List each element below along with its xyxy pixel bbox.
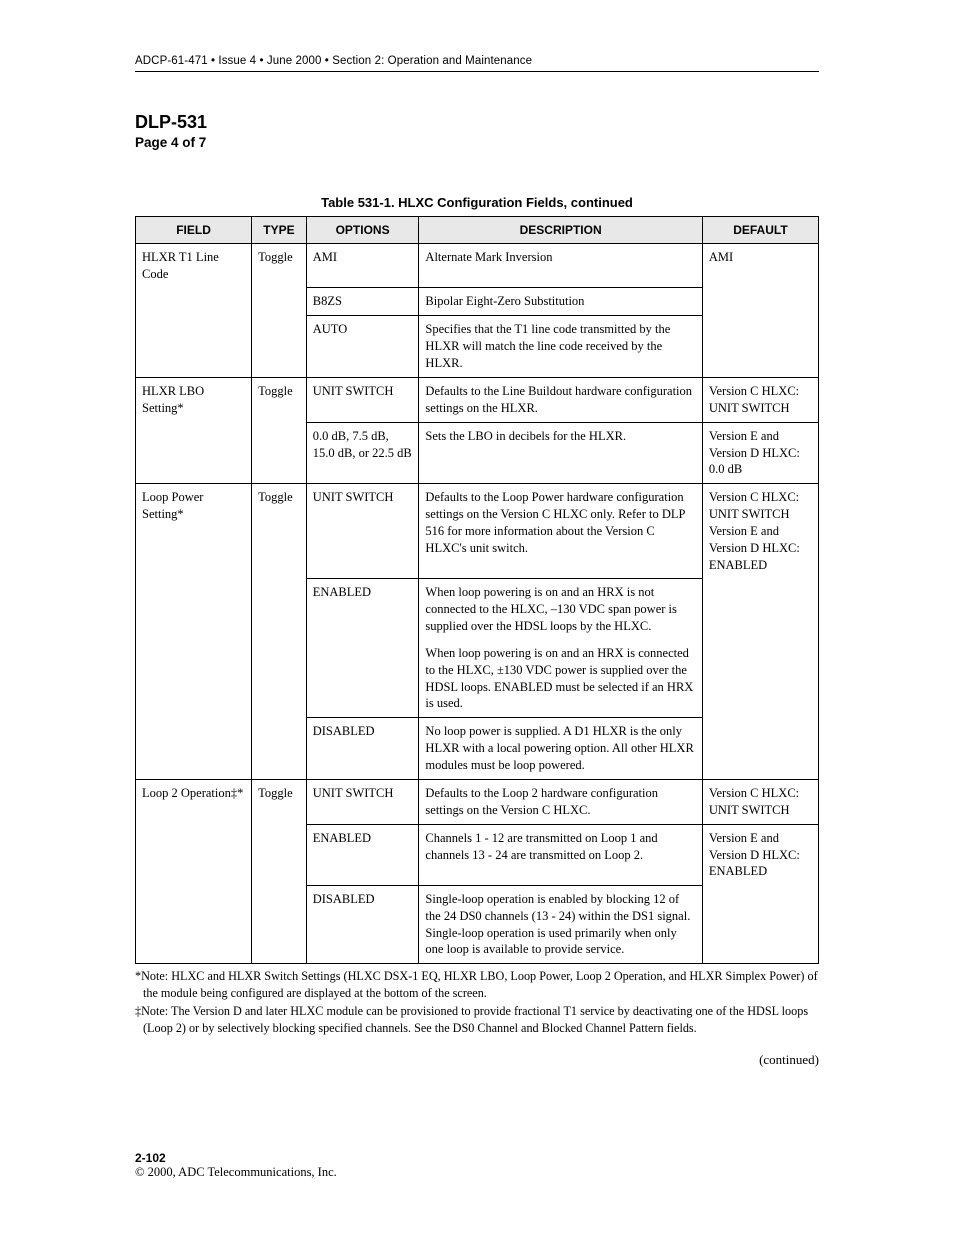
cell-option: DISABLED	[306, 718, 419, 780]
cell-desc: Bipolar Eight-Zero Substitution	[419, 288, 702, 316]
col-field: FIELD	[136, 217, 252, 244]
cell-option: 0.0 dB, 7.5 dB, 15.0 dB, or 22.5 dB	[306, 422, 419, 484]
cell-empty	[136, 288, 252, 316]
cell-option: DISABLED	[306, 885, 419, 964]
cell-empty	[702, 885, 818, 964]
table-row: HLXR T1 Line Code Toggle AMI Alternate M…	[136, 244, 819, 288]
col-default: DEFAULT	[702, 217, 818, 244]
cell-empty	[136, 422, 252, 484]
cell-empty	[136, 316, 252, 378]
desc-para: When loop powering is on and an HRX is c…	[425, 645, 695, 713]
notes: *Note: HLXC and HLXR Switch Settings (HL…	[135, 968, 819, 1036]
cell-desc: Defaults to the Loop Power hardware conf…	[419, 484, 702, 579]
table-caption: Table 531-1. HLXC Configuration Fields, …	[135, 195, 819, 210]
cell-field: HLXR T1 Line Code	[136, 244, 252, 288]
cell-option: ENABLED	[306, 579, 419, 718]
config-table: FIELD TYPE OPTIONS DESCRIPTION DEFAULT H…	[135, 216, 819, 964]
table-row: HLXR LBO Setting* Toggle UNIT SWITCH Def…	[136, 377, 819, 422]
cell-empty	[252, 422, 307, 484]
cell-desc: Specifies that the T1 line code transmit…	[419, 316, 702, 378]
doc-title: DLP-531	[135, 112, 819, 133]
cell-empty	[252, 824, 307, 885]
cell-option: AUTO	[306, 316, 419, 378]
cell-option: UNIT SWITCH	[306, 377, 419, 422]
cell-empty	[252, 718, 307, 780]
page: ADCP-61-471 • Issue 4 • June 2000 • Sect…	[0, 0, 954, 1235]
cell-option: UNIT SWITCH	[306, 484, 419, 579]
note-dagger: ‡Note: The Version D and later HLXC modu…	[143, 1003, 819, 1036]
footer-page-number: 2-102	[135, 1151, 337, 1165]
cell-default: Version C HLXC: UNIT SWITCH	[702, 377, 818, 422]
cell-type: Toggle	[252, 779, 307, 824]
table-row: AUTO Specifies that the T1 line code tra…	[136, 316, 819, 378]
cell-desc: Sets the LBO in decibels for the HLXR.	[419, 422, 702, 484]
cell-type: Toggle	[252, 484, 307, 579]
cell-type: Toggle	[252, 244, 307, 288]
table-row: ENABLED When loop powering is on and an …	[136, 579, 819, 718]
cell-default: Version E and Version D HLXC: ENABLED	[702, 824, 818, 885]
cell-option: B8ZS	[306, 288, 419, 316]
cell-option: AMI	[306, 244, 419, 288]
header-line: ADCP-61-471 • Issue 4 • June 2000 • Sect…	[135, 55, 819, 72]
table-row: 0.0 dB, 7.5 dB, 15.0 dB, or 22.5 dB Sets…	[136, 422, 819, 484]
table-row: Loop 2 Operation‡* Toggle UNIT SWITCH De…	[136, 779, 819, 824]
cell-empty	[252, 288, 307, 316]
cell-desc: Defaults to the Line Buildout hardware c…	[419, 377, 702, 422]
cell-field: Loop 2 Operation‡*	[136, 779, 252, 824]
desc-para: When loop powering is on and an HRX is n…	[425, 584, 695, 635]
col-options: OPTIONS	[306, 217, 419, 244]
cell-desc: When loop powering is on and an HRX is n…	[419, 579, 702, 718]
cell-empty	[702, 316, 818, 378]
cell-desc: Alternate Mark Inversion	[419, 244, 702, 288]
table-row: B8ZS Bipolar Eight-Zero Substitution	[136, 288, 819, 316]
cell-desc: Single-loop operation is enabled by bloc…	[419, 885, 702, 964]
cell-field: Loop Power Setting*	[136, 484, 252, 579]
footer-copyright: © 2000, ADC Telecommunications, Inc.	[135, 1165, 337, 1180]
table-row: DISABLED No loop power is supplied. A D1…	[136, 718, 819, 780]
cell-empty	[136, 824, 252, 885]
cell-option: UNIT SWITCH	[306, 779, 419, 824]
cell-empty	[136, 579, 252, 718]
cell-default: Version C HLXC: UNIT SWITCH	[702, 779, 818, 824]
cell-empty	[252, 579, 307, 718]
cell-empty	[702, 579, 818, 718]
cell-default: Version E and Version D HLXC: 0.0 dB	[702, 422, 818, 484]
cell-empty	[252, 316, 307, 378]
cell-desc: Channels 1 - 12 are transmitted on Loop …	[419, 824, 702, 885]
cell-default: AMI	[702, 244, 818, 288]
table-row: DISABLED Single-loop operation is enable…	[136, 885, 819, 964]
cell-type: Toggle	[252, 377, 307, 422]
page-subtitle: Page 4 of 7	[135, 135, 819, 150]
cell-empty	[136, 718, 252, 780]
col-description: DESCRIPTION	[419, 217, 702, 244]
cell-empty	[702, 288, 818, 316]
table-header-row: FIELD TYPE OPTIONS DESCRIPTION DEFAULT	[136, 217, 819, 244]
cell-empty	[136, 885, 252, 964]
cell-desc: Defaults to the Loop 2 hardware configur…	[419, 779, 702, 824]
cell-desc: No loop power is supplied. A D1 HLXR is …	[419, 718, 702, 780]
cell-field: HLXR LBO Setting*	[136, 377, 252, 422]
cell-empty	[702, 718, 818, 780]
cell-empty	[252, 885, 307, 964]
table-row: Loop Power Setting* Toggle UNIT SWITCH D…	[136, 484, 819, 579]
continued-label: (continued)	[135, 1052, 819, 1068]
note-star: *Note: HLXC and HLXR Switch Settings (HL…	[143, 968, 819, 1001]
col-type: TYPE	[252, 217, 307, 244]
cell-option: ENABLED	[306, 824, 419, 885]
cell-default: Version C HLXC: UNIT SWITCH Version E an…	[702, 484, 818, 579]
table-row: ENABLED Channels 1 - 12 are transmitted …	[136, 824, 819, 885]
footer: 2-102 © 2000, ADC Telecommunications, In…	[135, 1151, 337, 1180]
